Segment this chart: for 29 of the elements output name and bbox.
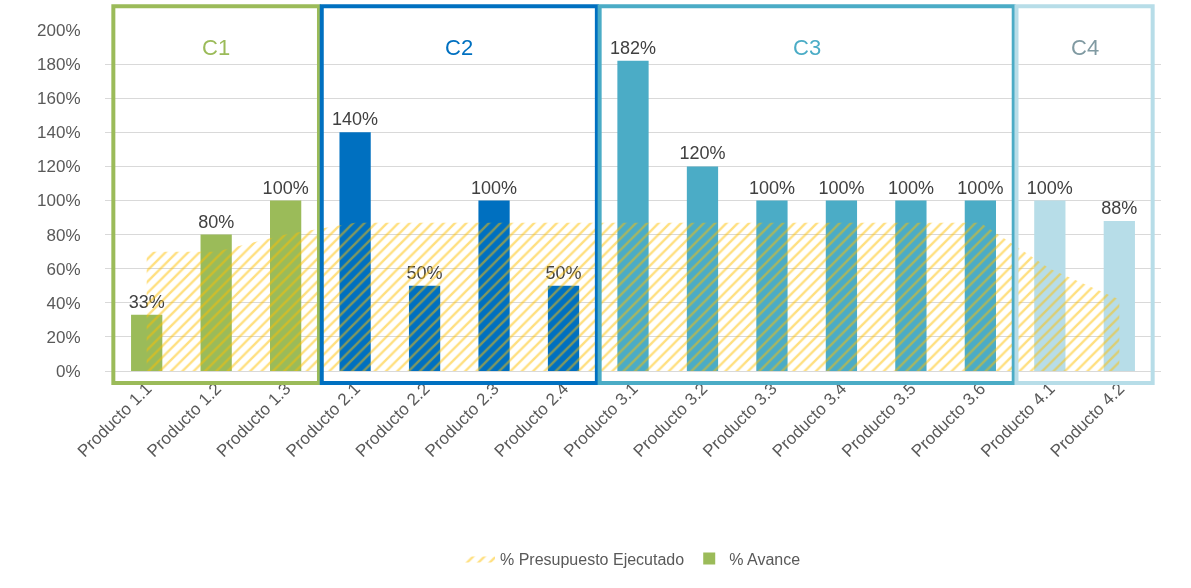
annotation: C3 — [793, 35, 822, 60]
data-label: 100% — [957, 177, 1004, 198]
annotation: C1 — [202, 35, 231, 60]
y-tick-label: 140% — [37, 123, 81, 143]
data-label: 88% — [1101, 197, 1138, 218]
data-label: 80% — [198, 211, 235, 232]
y-tick-label: 200% — [37, 20, 81, 40]
data-label: 100% — [818, 177, 865, 198]
data-label: 100% — [748, 177, 795, 198]
y-tick-label: 0% — [56, 361, 81, 381]
legend-label: % Presupuesto Ejecutado — [500, 550, 685, 568]
legend-label: % Avance — [729, 550, 801, 568]
y-tick-label: 60% — [46, 259, 81, 279]
y-tick-label: 160% — [37, 89, 81, 109]
data-label: 182% — [609, 37, 657, 58]
data-label: 100% — [471, 177, 518, 198]
data-label: 100% — [1026, 177, 1073, 198]
data-label: 100% — [887, 177, 934, 198]
annotation: C2 — [445, 35, 474, 60]
data-label: 140% — [332, 109, 379, 130]
data-label: 100% — [262, 177, 309, 198]
y-tick-label: 180% — [37, 55, 81, 75]
y-tick-label: 20% — [46, 327, 81, 347]
y-tick-label: 120% — [37, 157, 81, 177]
y-tick-label: 80% — [46, 225, 81, 245]
annotation: C4 — [1071, 35, 1100, 60]
data-label: 120% — [679, 143, 726, 164]
y-tick-label: 100% — [37, 191, 81, 211]
y-tick-label: 40% — [46, 293, 81, 313]
